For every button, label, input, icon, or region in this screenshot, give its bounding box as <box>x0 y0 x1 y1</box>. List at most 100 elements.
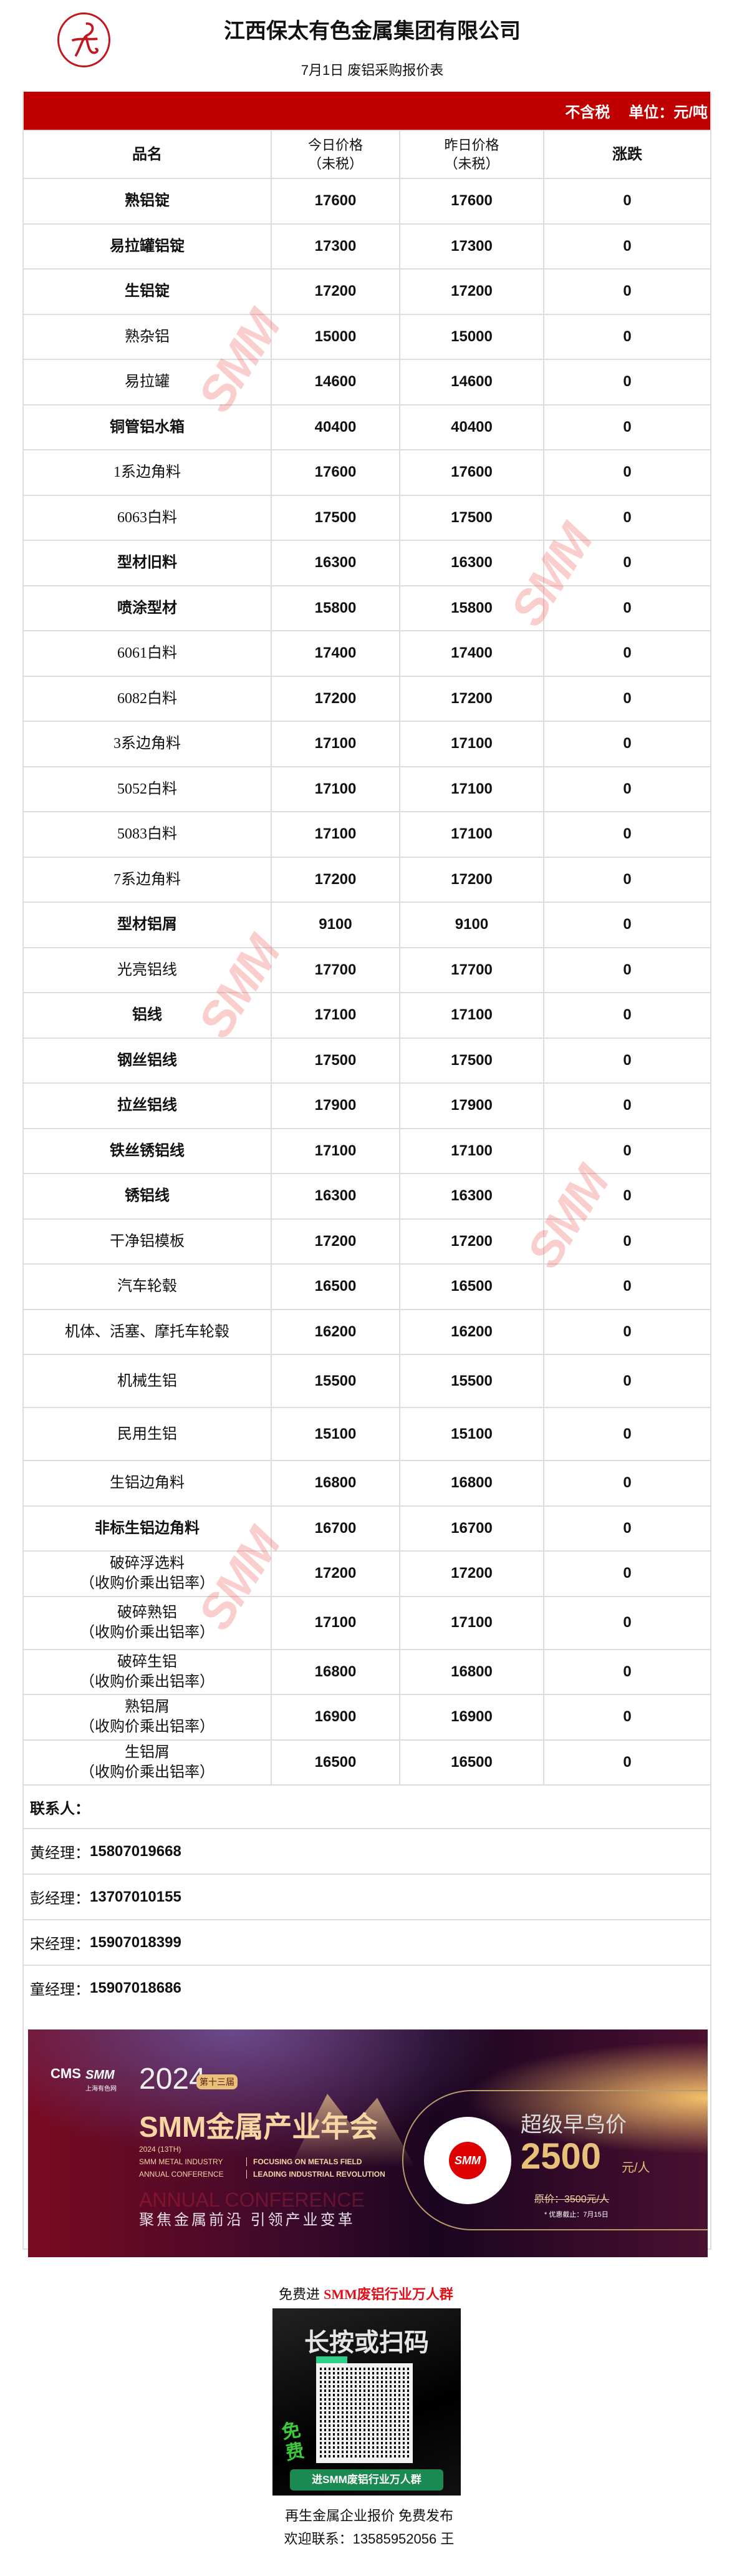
contact-phone[interactable]: 15807019668 <box>90 1842 181 1860</box>
yesterday-price: 17400 <box>399 631 543 676</box>
table-row: 铝线 17100 17100 0 <box>24 992 710 1038</box>
table-unit-bar: 不含税 单位：元/吨 <box>24 92 710 130</box>
price-change: 0 <box>543 1408 710 1460</box>
table-row: 破碎生铝 （收购价乘出铝率） 16800 16800 0 <box>24 1648 710 1694</box>
banner-qr-code[interactable]: SMM <box>424 2117 511 2204</box>
today-price: 16800 <box>271 1650 399 1694</box>
yesterday-price: 16900 <box>399 1695 543 1739</box>
price-change: 0 <box>543 541 710 585</box>
contact-phone[interactable]: 13707010155 <box>90 1888 181 1905</box>
conference-banner[interactable]: CMS SMM 上海有色网 2024 第十三届 SMM金属产业年会 2024 (… <box>28 2029 708 2257</box>
contact-item: 童经理： 15907018686 <box>24 1965 710 2010</box>
col-header-yesterday: 昨日价格 （未税） <box>399 131 543 178</box>
yesterday-price: 16200 <box>399 1310 543 1354</box>
table-row: 铜管铝水箱 40400 40400 0 <box>24 404 710 449</box>
item-name: 6063白料 <box>117 509 177 526</box>
table-header-row: 品名 今日价格 （未税） 昨日价格 （未税） 涨跌 <box>24 130 710 178</box>
table-row: 破碎浮选料 （收购价乘出铝率） 17200 17200 0 <box>24 1550 710 1596</box>
today-price: 17100 <box>271 722 399 766</box>
item-name: 拉丝铝线 <box>117 1097 177 1114</box>
qr-smm-badge: SMM <box>449 2142 486 2179</box>
price-change: 0 <box>543 812 710 857</box>
item-name: 铁丝锈铝线 <box>110 1142 185 1159</box>
yesterday-price: 16300 <box>399 1174 543 1218</box>
contact-name: 彭经理： <box>30 1891 90 1907</box>
smm-logo-sub: 上海有色网 <box>85 2086 117 2092</box>
price-unit: 元/人 <box>622 2161 650 2175</box>
item-name: 钢丝铝线 <box>117 1051 177 1069</box>
today-price: 17900 <box>271 1084 399 1128</box>
contact-phone[interactable]: 15907018686 <box>90 1979 181 1996</box>
banner-en-bg: ANNUAL CONFERENCE <box>139 2189 365 2211</box>
price-change: 0 <box>543 1355 710 1407</box>
item-name: 易拉罐 <box>125 374 170 391</box>
item-name: 非标生铝边角料 <box>95 1519 200 1537</box>
price-change: 0 <box>543 993 710 1038</box>
today-price: 17200 <box>271 270 399 314</box>
group-qr-code[interactable] <box>316 2363 413 2463</box>
table-row: 熟铝锭 17600 17600 0 <box>24 178 710 223</box>
today-price: 16300 <box>271 1174 399 1218</box>
item-name: 喷涂型材 <box>117 599 177 616</box>
item-name: 机械生铝 <box>117 1373 177 1389</box>
banner-en-4: FOCUSING ON METALS FIELD <box>246 2157 362 2166</box>
price-change: 0 <box>543 224 710 268</box>
table-row: 生铝边角料 16800 16800 0 <box>24 1460 710 1505</box>
table-row: 熟铝屑 （收购价乘出铝率） 16900 16900 0 <box>24 1694 710 1739</box>
today-price: 17100 <box>271 993 399 1038</box>
contact-item: 黄经理： 15807019668 <box>24 1828 710 1874</box>
join-group-button[interactable]: 进SMM废铝行业万人群 <box>290 2469 443 2491</box>
today-price: 17200 <box>271 857 399 902</box>
table-row: 7系边角料 17200 17200 0 <box>24 856 710 902</box>
banner-en-2: SMM METAL INDUSTRY <box>139 2157 223 2166</box>
today-price: 9100 <box>271 903 399 947</box>
item-name: 5083白料 <box>117 826 177 843</box>
yesterday-price: 15800 <box>399 586 543 630</box>
today-price: 15000 <box>271 314 399 359</box>
today-price: 17400 <box>271 631 399 676</box>
banner-slogan: 聚焦金属前沿 引领产业变革 <box>139 2212 355 2228</box>
table-row: 3系边角料 17100 17100 0 <box>24 721 710 766</box>
yesterday-price: 16700 <box>399 1506 543 1550</box>
banner-title: SMM金属产业年会 <box>139 2111 378 2143</box>
item-name: 干净铝模板 <box>110 1233 185 1250</box>
item-name: 易拉罐铝锭 <box>110 237 185 255</box>
today-price: 17200 <box>271 676 399 721</box>
banner-en-3: ANNUAL CONFERENCE <box>139 2170 224 2179</box>
yesterday-price: 16300 <box>399 541 543 585</box>
price-change: 0 <box>543 1310 710 1354</box>
price-change: 0 <box>543 1506 710 1550</box>
today-price: 17500 <box>271 1038 399 1082</box>
early-bird-label: 超级早鸟价 <box>521 2113 627 2137</box>
page-subtitle: 7月1日 废铝采购报价表 <box>301 62 444 78</box>
table-row: 型材铝屑 9100 9100 0 <box>24 902 710 947</box>
today-price: 40400 <box>271 405 399 449</box>
item-name: 机体、活塞、摩托车轮毂 <box>65 1323 229 1340</box>
qr-free-badge: 免费 <box>280 2419 306 2464</box>
table-row: 铁丝锈铝线 17100 17100 0 <box>24 1127 710 1173</box>
today-price: 15800 <box>271 586 399 630</box>
today-price: 14600 <box>271 360 399 404</box>
item-name: 破碎生铝 （收购价乘出铝率） <box>80 1653 214 1690</box>
contacts-heading: 联系人： <box>24 1784 710 1828</box>
group-qr-card[interactable]: 长按或扫码 免费 进SMM废铝行业万人群 <box>272 2308 461 2496</box>
contacts-list: 黄经理： 15807019668 彭经理： 13707010155 宋经理： 159070… <box>24 1828 710 2010</box>
early-bird-price: 2500 <box>521 2136 602 2177</box>
yesterday-price: 16800 <box>399 1461 543 1505</box>
price-change: 0 <box>543 948 710 992</box>
discount-deadline: * 优惠截止：7月15日 <box>544 2211 609 2219</box>
col-header-name: 品名 <box>132 145 162 163</box>
banner-edition: 第十三届 <box>196 2074 238 2089</box>
price-change: 0 <box>543 314 710 359</box>
today-price: 17200 <box>271 1552 399 1596</box>
contact-phone[interactable]: 15907018399 <box>90 1933 181 1951</box>
item-name: 熟铝屑 （收购价乘出铝率） <box>80 1699 214 1736</box>
item-name: 5052白料 <box>117 780 177 797</box>
item-name: 熟杂铝 <box>125 328 170 345</box>
item-name: 光亮铝线 <box>117 961 177 978</box>
original-price: 原价：3500元/人 <box>534 2194 610 2205</box>
table-row: 喷涂型材 15800 15800 0 <box>24 585 710 630</box>
table-row: 机体、活塞、摩托车轮毂 16200 16200 0 <box>24 1308 710 1354</box>
price-change: 0 <box>543 1597 710 1649</box>
price-change: 0 <box>543 676 710 721</box>
